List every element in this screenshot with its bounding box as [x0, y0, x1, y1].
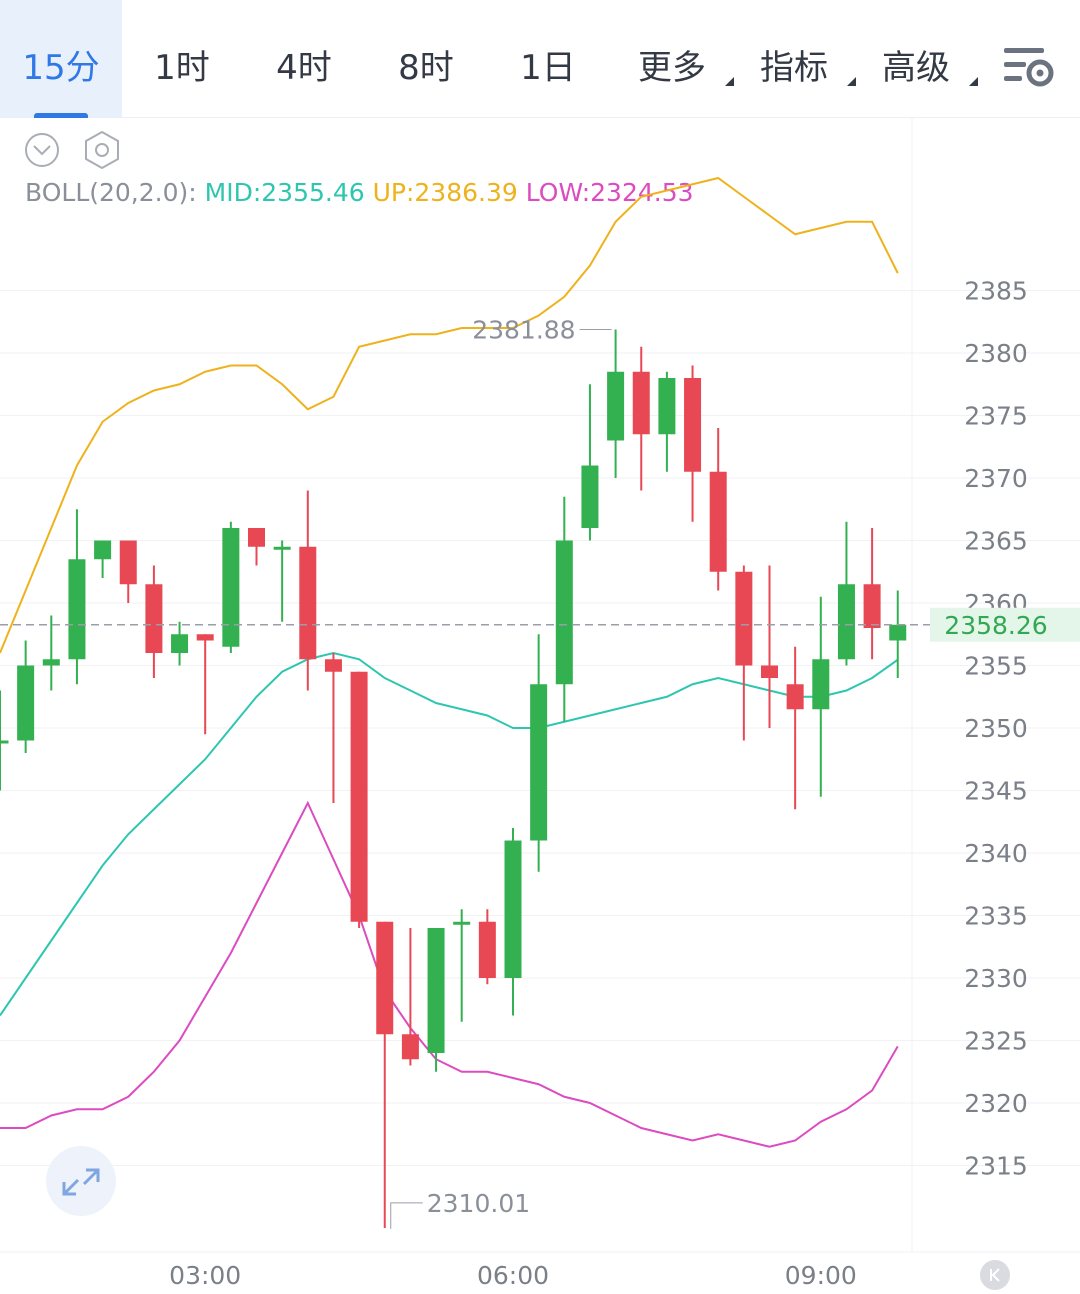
boll-legend-up: UP:2386.39: [372, 178, 518, 207]
candle-body-up: [837, 584, 855, 660]
tab-indicators[interactable]: 指标: [748, 0, 856, 118]
y-tick-label: 2340: [964, 839, 1028, 868]
candle-body-up: [889, 624, 907, 641]
candle-body-up: [504, 840, 522, 978]
tab-1d[interactable]: 1日: [496, 0, 600, 118]
candle-body-down: [376, 921, 394, 1035]
expand-button[interactable]: [46, 1146, 116, 1216]
candle-body-down: [684, 378, 702, 472]
high-marker-label: 2381.88: [472, 316, 575, 345]
y-tick-label: 2380: [964, 339, 1028, 368]
candle-body-down: [299, 546, 317, 660]
y-tick-label: 2375: [964, 402, 1028, 431]
candle-body-down: [248, 528, 265, 547]
low-marker-label: 2310.01: [427, 1189, 530, 1218]
caret-down-icon: [969, 77, 978, 86]
timeframe-tabs: 15分 1时 4时 8时 1日 更多 指标 高级: [0, 0, 1080, 118]
candle-body-down: [350, 671, 368, 922]
tab-label: 8时: [398, 48, 454, 88]
candle-body-up: [171, 634, 189, 653]
boll-mid-line: [0, 651, 899, 1017]
boll-legend-low: LOW:2324.53: [525, 178, 694, 207]
candle-body-up: [0, 740, 9, 744]
candle-body-up: [68, 559, 86, 660]
candle-body-down: [761, 665, 778, 678]
candle-body-up: [530, 684, 548, 841]
tab-8h[interactable]: 8时: [374, 0, 478, 118]
tab-15min[interactable]: 15分: [0, 0, 122, 118]
y-tick-label: 2330: [964, 964, 1028, 993]
current-price-tag: [930, 607, 1080, 642]
y-tick-label: 2345: [964, 777, 1028, 806]
tab-label: 1时: [154, 48, 210, 88]
scroll-to-latest-button[interactable]: [980, 1260, 1010, 1290]
candle-body-down: [478, 921, 496, 978]
boll-lower-line: [0, 800, 899, 1148]
candle-body-up: [453, 921, 471, 925]
candle-body-up: [17, 665, 35, 741]
tab-label: 指标: [760, 48, 828, 88]
boll-legend: BOLL(20,2.0): MID:2355.46 UP:2386.39 LOW…: [25, 178, 694, 207]
y-tick-label: 2315: [964, 1152, 1028, 1181]
candle-body-down: [119, 540, 137, 585]
hexagon-gear-icon[interactable]: [80, 128, 124, 172]
candle-body-up: [812, 659, 830, 710]
caret-down-icon: [725, 77, 734, 86]
candle-body-up: [427, 928, 445, 1053]
candle-body-up: [94, 540, 112, 560]
tab-advanced[interactable]: 高级: [870, 0, 978, 118]
y-tick-label: 2325: [964, 1027, 1028, 1056]
candle-body-up: [273, 546, 291, 550]
tab-label: 更多: [638, 48, 706, 88]
candle-body-down: [324, 659, 342, 672]
y-tick-label: 2350: [964, 714, 1028, 743]
y-tick-label: 2335: [964, 902, 1028, 931]
y-tick-label: 2355: [964, 652, 1028, 681]
chevron-down-circle-icon[interactable]: [22, 130, 62, 170]
candle-body-down: [196, 634, 214, 641]
boll-legend-name: BOLL(20,2.0):: [25, 178, 197, 207]
expand-arrows-icon: [62, 1168, 100, 1196]
candle-body-up: [607, 371, 625, 441]
tab-label: 1日: [520, 48, 576, 88]
tab-label: 4时: [276, 48, 332, 88]
candle-body-down: [863, 584, 881, 628]
boll-legend-mid: MID:2355.46: [204, 178, 365, 207]
y-tick-label: 2385: [964, 277, 1028, 306]
x-tick-label: 03:00: [169, 1261, 241, 1290]
candle-body-down: [786, 684, 804, 710]
y-tick-label: 2365: [964, 527, 1028, 556]
candle-body-down: [145, 584, 163, 653]
candle-body-up: [658, 378, 676, 435]
tab-4h[interactable]: 4时: [252, 0, 356, 118]
chart-settings-icon[interactable]: [1000, 44, 1058, 94]
candle-body-up: [581, 465, 599, 528]
candle-body-up: [42, 659, 60, 666]
low-marker-line: [390, 1202, 423, 1229]
boll-upper-line: [0, 176, 899, 654]
y-tick-label: 2370: [964, 464, 1028, 493]
skip-to-end-icon: [990, 1268, 1000, 1282]
candle-body-down: [709, 471, 727, 572]
current-price-label: 2358.26: [944, 611, 1047, 640]
tab-more[interactable]: 更多: [626, 0, 734, 118]
candle-body-down: [632, 371, 650, 435]
x-tick-label: 06:00: [477, 1261, 549, 1290]
tab-label: 15分: [22, 48, 100, 88]
candle-body-down: [735, 571, 753, 666]
candle-body-up: [555, 540, 573, 685]
tab-1h[interactable]: 1时: [130, 0, 234, 118]
caret-down-icon: [847, 77, 856, 86]
x-tick-label: 09:00: [785, 1261, 857, 1290]
candle-body-down: [401, 1034, 419, 1060]
candle-body-up: [222, 528, 240, 647]
y-tick-label: 2320: [964, 1089, 1028, 1118]
tab-label: 高级: [882, 48, 950, 88]
